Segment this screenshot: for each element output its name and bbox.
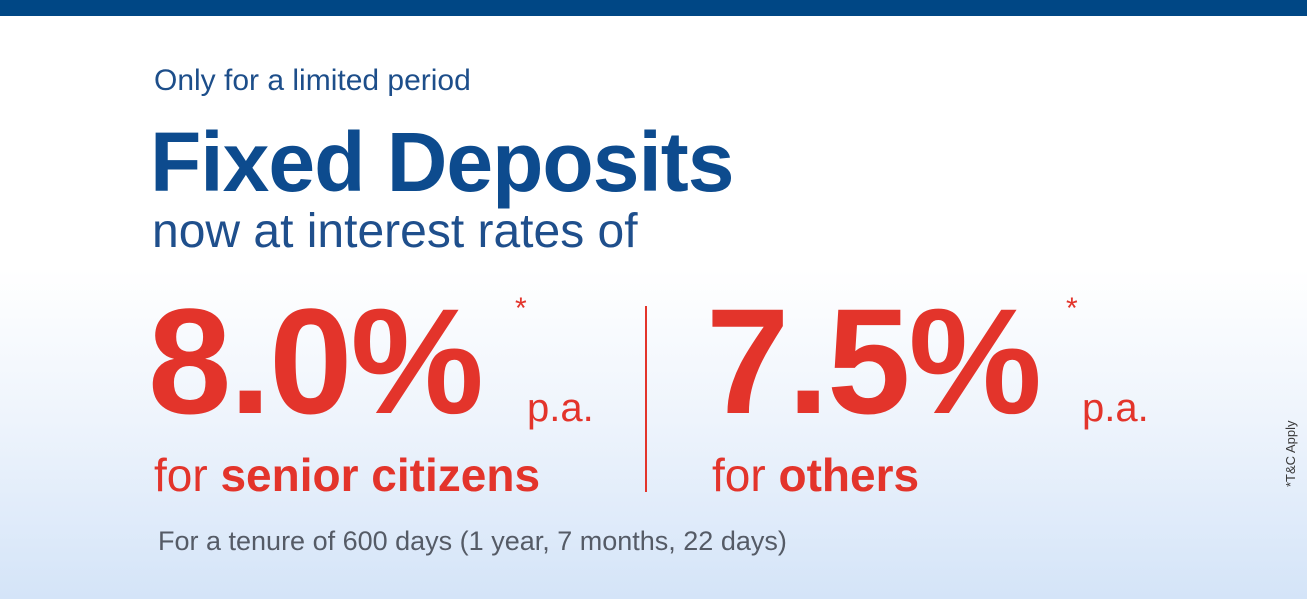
senior-rate-asterisk: * [515, 292, 527, 325]
senior-audience-prefix: for [154, 449, 208, 501]
headline: Fixed Deposits [150, 115, 734, 209]
others-audience-prefix: for [712, 449, 766, 501]
others-rate: 7.5% [706, 277, 1042, 445]
subhead: now at interest rates of [152, 205, 638, 258]
others-rate-asterisk: * [1066, 292, 1078, 325]
tagline: Only for a limited period [154, 64, 471, 97]
senior-rate: 8.0% [148, 277, 484, 445]
others-rate-period: p.a. [1082, 386, 1149, 430]
top-bar [0, 0, 1307, 16]
senior-audience-name: senior citizens [220, 449, 541, 501]
senior-audience-label: for senior citizens [154, 448, 540, 502]
others-audience-label: for others [712, 448, 919, 502]
rate-divider [645, 306, 647, 492]
others-audience-name: others [778, 449, 920, 501]
terms-disclaimer: *T&C Apply [1283, 420, 1298, 487]
tenure-note: For a tenure of 600 days (1 year, 7 mont… [158, 526, 787, 556]
senior-rate-period: p.a. [527, 386, 594, 430]
